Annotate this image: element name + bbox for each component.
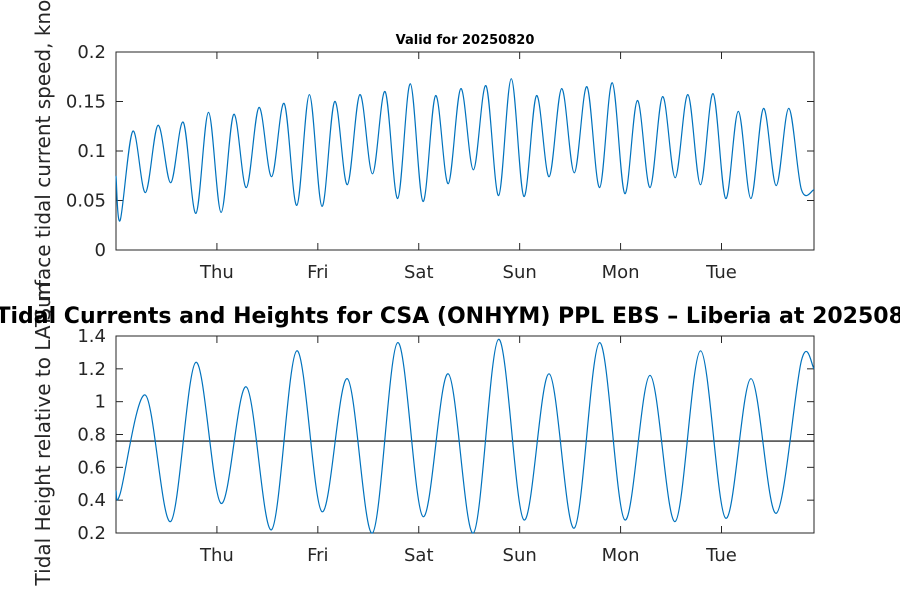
tidal-height-xtick-label: Fri (307, 545, 328, 566)
tidal-height-yticks: 0.2 0.4 0.6 0.8 1 1.2 1.4 (77, 326, 814, 544)
current-speed-ytick-label: 0.15 (66, 92, 106, 113)
current-speed-xtick-label: Mon (602, 262, 640, 283)
current-speed-xticks: Thu Fri Sat Sun Mon Tue (199, 52, 737, 283)
tidal-height-ytick-label: 1.4 (77, 326, 106, 347)
current-speed-chart: Valid for 20250820 0 0.05 0.1 0.15 0.2 Thu Fr… (66, 33, 815, 283)
tidal-height-ytick-label: 0.6 (77, 457, 106, 478)
current-speed-xtick-label: Sun (503, 262, 537, 283)
current-speed-ytick-label: 0.1 (77, 141, 106, 162)
tidal-height-ytick-label: 0.4 (77, 490, 106, 511)
current-speed-ytick-label: 0.2 (77, 42, 106, 63)
tidal-height-xtick-label: Tue (705, 545, 737, 566)
tidal-height-ytick-label: 0.2 (77, 523, 106, 544)
tidal-height-ytick-label: 0.8 (77, 425, 106, 446)
tidal-height-ytick-label: 1.2 (77, 359, 106, 380)
current-speed-xtick-label: Fri (307, 262, 328, 283)
tidal-height-series-line (115, 338, 815, 534)
current-speed-axes (115, 51, 815, 251)
current-speed-subtitle: Valid for 20250820 (396, 33, 535, 48)
tidal-height-ylabel: Tidal Height relative to LAT, m (31, 283, 55, 587)
current-speed-series-line (115, 78, 815, 222)
current-speed-xtick-label: Sat (404, 262, 434, 283)
tidal-height-xtick-label: Thu (199, 545, 234, 566)
tidal-height-xtick-label: Sat (404, 545, 434, 566)
tidal-height-xtick-label: Mon (602, 545, 640, 566)
current-speed-xtick-label: Tue (705, 262, 737, 283)
current-speed-ytick-label: 0.05 (66, 191, 106, 212)
tidal-height-xtick-label: Sun (503, 545, 537, 566)
tidal-height-chart: 0.2 0.4 0.6 0.8 1 1.2 1.4 Thu Fri Sat Sun Mon Tue (77, 326, 815, 566)
tidal-height-xticks: Thu Fri Sat Sun Mon Tue (199, 336, 737, 566)
current-speed-ytick-label: 0 (95, 240, 106, 261)
main-chart-title: Tidal Currents and Heights for CSA (ONHY… (0, 304, 900, 329)
current-speed-ylabel: Surface tidal current speed, knots (31, 0, 55, 321)
current-speed-xtick-label: Thu (199, 262, 234, 283)
current-speed-yticks: 0 0.05 0.1 0.15 0.2 (66, 42, 814, 261)
tidal-height-axes (115, 335, 815, 534)
tidal-height-ytick-label: 1 (95, 392, 106, 413)
